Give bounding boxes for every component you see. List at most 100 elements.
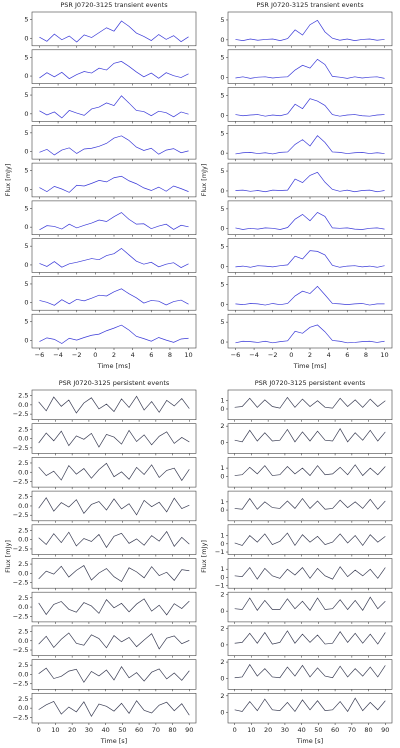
subplot-frame <box>31 389 197 421</box>
y-tick-label: 5 <box>220 243 224 251</box>
subplot-frame <box>227 11 393 47</box>
x-tick-label: 2 <box>308 351 312 359</box>
x-tick-label: 8 <box>168 351 172 359</box>
y-tick-label: 0 <box>24 336 28 344</box>
subplot-frame <box>227 238 393 273</box>
y-tick-label: 0.0 <box>18 435 28 443</box>
y-tick-label: 0 <box>24 72 28 80</box>
trace <box>234 663 386 679</box>
trace <box>39 288 189 306</box>
x-axis-label: Time [s] <box>100 737 127 745</box>
x-tick-label: 70 <box>152 726 160 734</box>
subplot-frame <box>227 591 393 623</box>
y-axis-label: Flux [mJy] <box>4 540 12 573</box>
y-tick-label: 2.5 <box>18 425 28 433</box>
subplot-frame <box>31 276 197 311</box>
y-tick-label: 5 <box>24 204 28 212</box>
trace <box>235 250 385 268</box>
trace <box>38 429 190 448</box>
y-tick-label: 2.5 <box>18 661 28 669</box>
y-tick-label: 2 <box>220 591 224 599</box>
y-tick-label: 5 <box>220 167 224 175</box>
y-tick-label: 5 <box>24 280 28 288</box>
y-tick-label: 0 <box>220 338 224 346</box>
y-tick-label: 0.0 <box>18 670 28 678</box>
trace <box>38 665 190 683</box>
subplot-frame <box>227 125 393 160</box>
x-tick-label: 0 <box>233 726 237 734</box>
trace <box>39 20 189 43</box>
trace <box>38 530 190 549</box>
trace <box>235 171 385 193</box>
y-tick-label: 0 <box>220 405 224 413</box>
subplot-frame <box>31 11 197 47</box>
y-tick-label: 2.5 <box>18 695 28 703</box>
y-tick-label: −2.5 <box>13 646 29 654</box>
y-tick-label: 0.0 <box>18 603 28 611</box>
x-tick-label: 0 <box>289 351 293 359</box>
x-tick-label: 40 <box>101 726 109 734</box>
panel-title: PSR J0720-3125 persistent events <box>59 379 170 387</box>
x-tick-label: 80 <box>364 726 372 734</box>
y-tick-label: 2.5 <box>18 392 28 400</box>
y-tick-label: 1 <box>220 498 224 506</box>
y-tick-label: 0 <box>220 187 224 195</box>
x-tick-label: −6 <box>35 351 45 359</box>
y-axis-label: Flux [mJy] <box>200 540 208 573</box>
subplot-frame <box>31 200 197 235</box>
x-tick-label: 4 <box>327 351 331 359</box>
subplot-frame <box>31 490 197 522</box>
panel-title: PSR J0720-3125 persistent events <box>255 379 366 387</box>
x-tick-label: 30 <box>281 726 289 734</box>
x-tick-label: 10 <box>184 351 192 359</box>
trace <box>38 632 190 650</box>
x-axis-label: Time [ms] <box>293 362 327 370</box>
y-tick-label: 0 <box>220 149 224 157</box>
y-tick-label: 1 <box>220 565 224 573</box>
x-tick-label: 50 <box>118 726 126 734</box>
x-tick-label: −4 <box>53 351 63 359</box>
y-tick-label: 0 <box>24 185 28 193</box>
x-tick-label: 80 <box>168 726 176 734</box>
y-tick-label: 5 <box>220 280 224 288</box>
y-tick-label: 2.5 <box>18 459 28 467</box>
x-tick-label: 10 <box>247 726 255 734</box>
x-axis-label: Time [ms] <box>97 362 131 370</box>
subplot-frame <box>227 490 393 522</box>
y-tick-label: 0 <box>220 540 224 548</box>
y-tick-label: 5 <box>24 53 28 61</box>
y-tick-label: −2.5 <box>13 478 29 486</box>
y-tick-label: 0.0 <box>18 468 28 476</box>
y-tick-label: 5 <box>24 129 28 137</box>
y-tick-label: −2.5 <box>13 713 29 721</box>
trace <box>234 497 386 510</box>
subplot-frame <box>31 524 197 555</box>
y-tick-label: 2.5 <box>18 594 28 602</box>
y-tick-label: 5 <box>24 91 28 99</box>
trace <box>235 58 385 79</box>
x-tick-label: 40 <box>297 726 305 734</box>
subplot-frame <box>31 87 197 122</box>
y-tick-label: 0 <box>220 472 224 480</box>
y-tick-label: 0 <box>220 607 224 615</box>
trace <box>234 566 386 580</box>
y-tick-label: 0 <box>24 148 28 156</box>
x-tick-label: −2 <box>268 351 278 359</box>
x-tick-label: 60 <box>135 726 143 734</box>
subplot-frame <box>31 558 197 589</box>
y-tick-label: 5 <box>220 54 224 62</box>
trace <box>235 135 385 155</box>
y-tick-label: 5 <box>220 16 224 24</box>
x-tick-label: 2 <box>112 351 116 359</box>
trace <box>39 324 189 344</box>
panel-title: PSR J0720-3125 transient events <box>60 1 168 9</box>
subplot-frame <box>227 692 393 724</box>
x-tick-label: 8 <box>364 351 368 359</box>
x-tick-label: −2 <box>72 351 82 359</box>
subplot-frame <box>31 591 197 623</box>
y-tick-label: 0.0 <box>18 536 28 544</box>
y-tick-label: −2.5 <box>13 612 29 620</box>
y-tick-label: 0.0 <box>18 569 28 577</box>
subplot-frame <box>227 423 393 454</box>
y-tick-label: 5 <box>24 167 28 175</box>
